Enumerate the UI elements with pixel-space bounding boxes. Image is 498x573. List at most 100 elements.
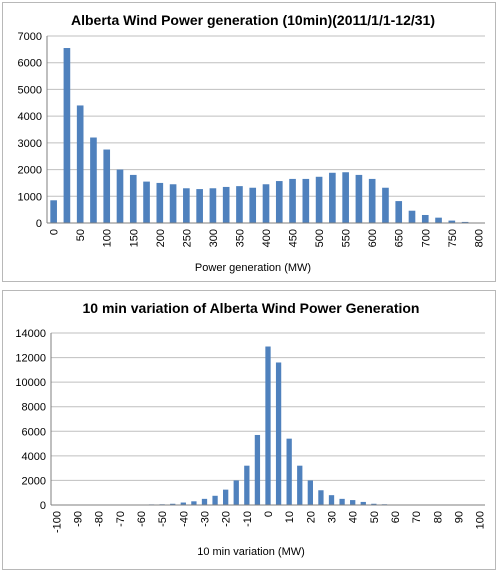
bar [196,189,203,223]
x-axis-label: Power generation (MW) [195,262,311,274]
bar [328,495,335,505]
x-tick-label: -90 [72,511,84,527]
x-tick-label: 50 [75,229,87,241]
bar [76,105,84,223]
bar [297,465,303,505]
bar [350,500,356,505]
y-tick-label: 4000 [22,451,46,463]
y-tick-label: 6000 [18,58,42,70]
chart-panel-10min-variation: 10 min variation of Alberta Wind Power G… [2,290,496,570]
y-tick-label: 14000 [15,328,46,340]
x-tick-label: 800 [473,229,485,247]
bar [461,221,469,223]
bar [318,490,324,505]
x-axis-label: 10 min variation (MW) [197,546,305,558]
x-tick-label: 100 [102,229,114,247]
x-tick-label: 50 [369,511,381,523]
y-tick-label: 3000 [18,138,42,150]
bar [382,187,389,223]
bar [286,438,292,505]
bar [371,503,377,505]
chart-title: 10 min variation of Alberta Wind Power G… [83,300,420,316]
bar [355,174,363,223]
x-tick-label: 70 [411,511,423,523]
bar [209,188,217,223]
x-tick-label: 700 [420,229,432,247]
bar [395,201,403,223]
x-tick-label: 400 [261,229,273,247]
bar [212,495,218,505]
bar [103,149,111,223]
x-tick-label: 450 [288,229,300,247]
y-tick-label: 6000 [22,426,46,438]
y-tick-label: 4000 [18,111,42,123]
x-tick-label: -100 [51,511,63,533]
y-tick-label: 10000 [15,377,46,389]
x-tick-label: 20 [305,511,317,523]
y-tick-label: 1000 [18,191,42,203]
x-tick-label: 10 [284,511,296,523]
bar [315,176,323,223]
x-tick-label: 500 [314,229,326,247]
bar [169,184,177,223]
bar [302,178,310,223]
power-generation-histogram: Alberta Wind Power generation (10min)(20… [18,12,486,274]
y-tick-label: 2000 [22,475,46,487]
x-tick-label: -20 [221,511,233,527]
bar [368,178,376,223]
x-tick-label: 200 [155,229,167,247]
bar [233,480,239,505]
bar [156,182,164,223]
x-tick-label: 600 [367,229,379,247]
bar [360,501,366,505]
x-tick-label: 0 [49,229,61,235]
x-tick-label: 60 [390,511,402,523]
y-tick-label: 8000 [22,402,46,414]
x-tick-label: -80 [94,511,106,527]
x-tick-label: -40 [178,511,190,527]
bar [170,503,176,505]
bar [63,48,71,224]
y-tick-label: 5000 [18,84,42,96]
x-tick-label: 350 [234,229,246,247]
x-tick-label: -50 [157,511,169,527]
bar [262,184,270,223]
bar [222,186,230,223]
bar [421,214,429,223]
bar [275,181,283,223]
x-tick-label: 100 [475,511,487,529]
x-tick-label: 650 [394,229,406,247]
bar [143,181,150,223]
bar [408,210,416,223]
bar [254,434,261,505]
bar [342,172,349,223]
y-tick-label: 0 [40,500,46,512]
bar [201,498,208,505]
x-tick-label: 550 [341,229,353,247]
bar [448,220,456,223]
x-tick-label: 0 [263,511,275,517]
y-tick-label: 12000 [15,353,46,365]
x-tick-label: 40 [348,511,360,523]
bar [275,362,282,505]
bar [329,172,336,223]
x-tick-label: 30 [327,511,339,523]
x-tick-label: -30 [199,511,211,527]
x-tick-label: -60 [136,511,148,527]
bar [289,178,296,223]
x-tick-label: 300 [208,229,220,247]
bar [183,188,190,223]
bar [116,169,124,223]
bar [50,200,57,223]
bar [90,137,97,223]
x-tick-label: 80 [432,511,444,523]
bar [265,346,271,505]
variation-histogram: 10 min variation of Alberta Wind Power G… [15,300,487,558]
x-tick-label: 250 [181,229,193,247]
chart-title: Alberta Wind Power generation (10min)(20… [71,12,435,28]
x-tick-label: -70 [115,511,127,527]
bar [249,187,257,223]
x-tick-label: 90 [454,511,466,523]
bar [236,186,243,223]
x-tick-label: -10 [242,511,254,527]
